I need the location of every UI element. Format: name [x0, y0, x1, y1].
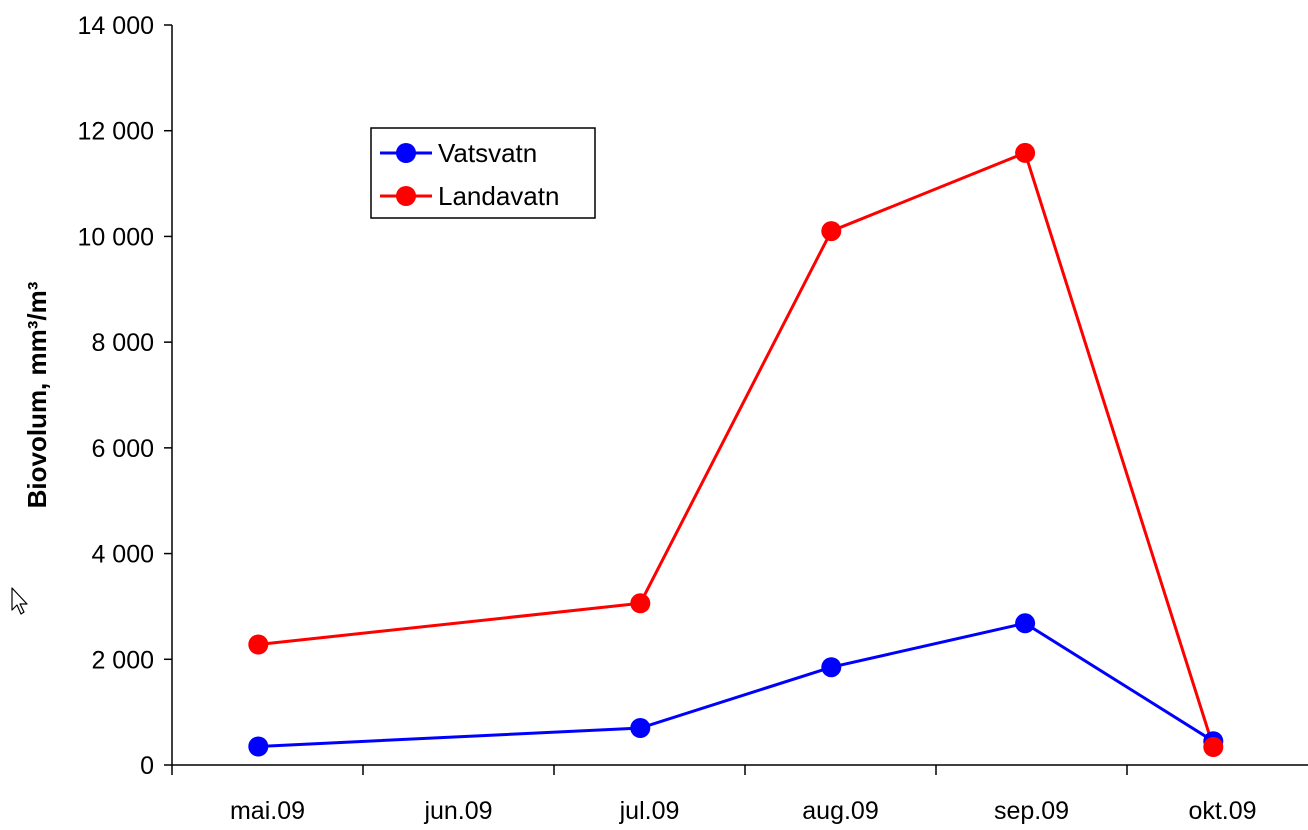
- series-points: [248, 142, 1224, 757]
- legend-label-vatsvatn: Vatsvatn: [438, 138, 537, 168]
- axes: [171, 25, 1308, 766]
- data-point-vatsvatn: [1015, 613, 1036, 634]
- y-tick-label: 14 000: [78, 12, 154, 40]
- data-point-landavatn: [821, 221, 842, 242]
- y-tick-label: 2 000: [91, 646, 154, 674]
- y-tick-label: 8 000: [91, 329, 154, 357]
- legend-marker-vatsvatn: [396, 143, 416, 163]
- data-point-vatsvatn: [821, 657, 842, 678]
- ticks: 0 2 000 4 000 6 000 8 000 10 000 12 000 14 000 m…: [78, 12, 1257, 825]
- series-lines: [258, 150, 1215, 748]
- x-tick-label: aug.09: [802, 797, 878, 825]
- y-axis-label: Biovolum, mm³/m³: [22, 281, 52, 508]
- data-point-landavatn: [1015, 142, 1036, 163]
- data-point-landavatn: [630, 593, 651, 614]
- x-tick-label: okt.09: [1188, 797, 1256, 825]
- y-tick-label: 0: [140, 752, 154, 780]
- legend: Vatsvatn Landavatn: [370, 127, 596, 219]
- y-tick-label: 12 000: [78, 118, 154, 146]
- series-line-landavatn: [258, 150, 1215, 748]
- data-point-landavatn: [1203, 737, 1224, 757]
- series-line-vatsvatn: [258, 621, 1215, 748]
- legend-label-landavatn: Landavatn: [438, 181, 559, 211]
- mouse-cursor-icon: [11, 587, 28, 615]
- y-tick-label: 6 000: [91, 435, 154, 463]
- data-point-vatsvatn: [248, 736, 269, 757]
- data-point-vatsvatn: [630, 718, 651, 738]
- x-tick-label: jun.09: [423, 797, 492, 825]
- y-tick-label: 4 000: [91, 541, 154, 569]
- legend-box: [370, 127, 596, 219]
- y-tick-label: 10 000: [78, 223, 154, 251]
- x-tick-label: mai.09: [230, 797, 305, 825]
- x-tick-label: jul.09: [619, 797, 680, 825]
- legend-marker-landavatn: [396, 186, 416, 206]
- data-point-landavatn: [248, 634, 269, 655]
- x-tick-label: sep.09: [994, 797, 1069, 825]
